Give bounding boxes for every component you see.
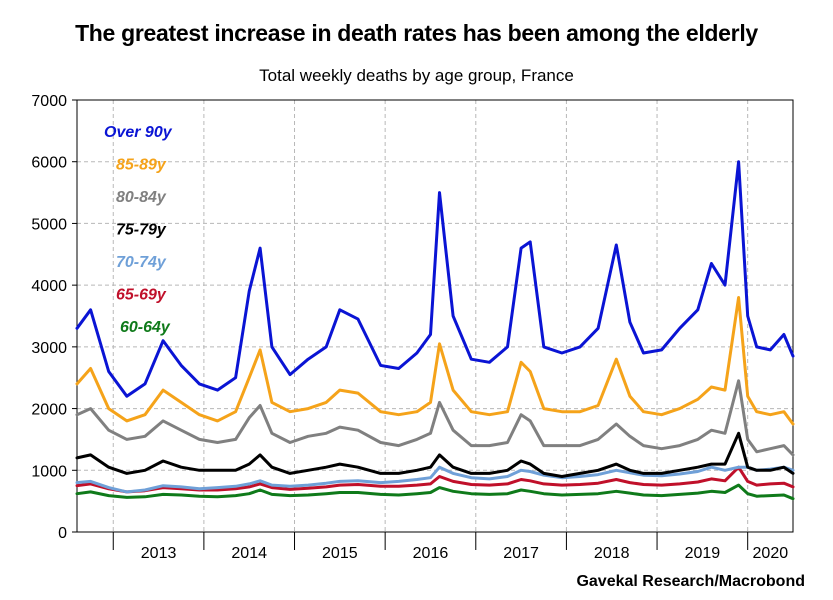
- series-lines: [75, 160, 795, 501]
- x-tick-label: 2013: [141, 545, 177, 562]
- x-axis: 2013 2014 2015 2016 2017 2018 2019 2020: [112, 532, 789, 562]
- y-tick-label: 3000: [31, 340, 67, 357]
- chart-title: The greatest increase in death rates has…: [75, 20, 758, 46]
- series-line-65-69y: [75, 465, 795, 494]
- y-axis: 0 1000 2000 3000 4000 5000 6000 7000: [31, 93, 77, 542]
- y-tick-label: 4000: [31, 278, 67, 295]
- legend-label: Over 90y: [104, 124, 173, 141]
- x-tick-label: 2020: [753, 545, 789, 562]
- x-tick-label: 2015: [322, 545, 358, 562]
- legend-label: 65-69y: [116, 287, 167, 304]
- y-tick-label: 2000: [31, 402, 67, 419]
- y-tick-label: 7000: [31, 93, 67, 110]
- plot-frame: [76, 99, 794, 533]
- legend-label: 60-64y: [120, 319, 171, 336]
- x-tick-label: 2018: [594, 545, 630, 562]
- x-tick-label: 2014: [231, 545, 267, 562]
- series-line-70-74y: [75, 465, 795, 494]
- y-tick-label: 1000: [31, 463, 67, 480]
- series-line-75-79y: [75, 431, 795, 478]
- legend-label: 85-89y: [116, 157, 167, 174]
- x-tick-label: 2017: [503, 545, 539, 562]
- series-line-80-84y: [75, 379, 795, 457]
- chart-subtitle: Total weekly deaths by age group, France: [259, 66, 574, 85]
- x-tick-label: 2019: [685, 545, 721, 562]
- y-tick-label: 5000: [31, 216, 67, 233]
- legend-label: 75-79y: [116, 222, 167, 239]
- x-tick-label: 2016: [413, 545, 449, 562]
- y-tick-label: 0: [58, 525, 67, 542]
- legend-label: 80-84y: [116, 189, 167, 206]
- source-note: Gavekal Research/Macrobond: [576, 573, 805, 590]
- legend: Over 90y 85-89y 80-84y 75-79y 70-74y 65-69y 60…: [104, 124, 173, 336]
- series-line-60-64y: [75, 483, 795, 501]
- legend-label: 70-74y: [116, 254, 167, 271]
- y-tick-label: 6000: [31, 155, 67, 172]
- series-line-85-89y: [75, 296, 795, 426]
- series-line-over-90y: [75, 160, 795, 398]
